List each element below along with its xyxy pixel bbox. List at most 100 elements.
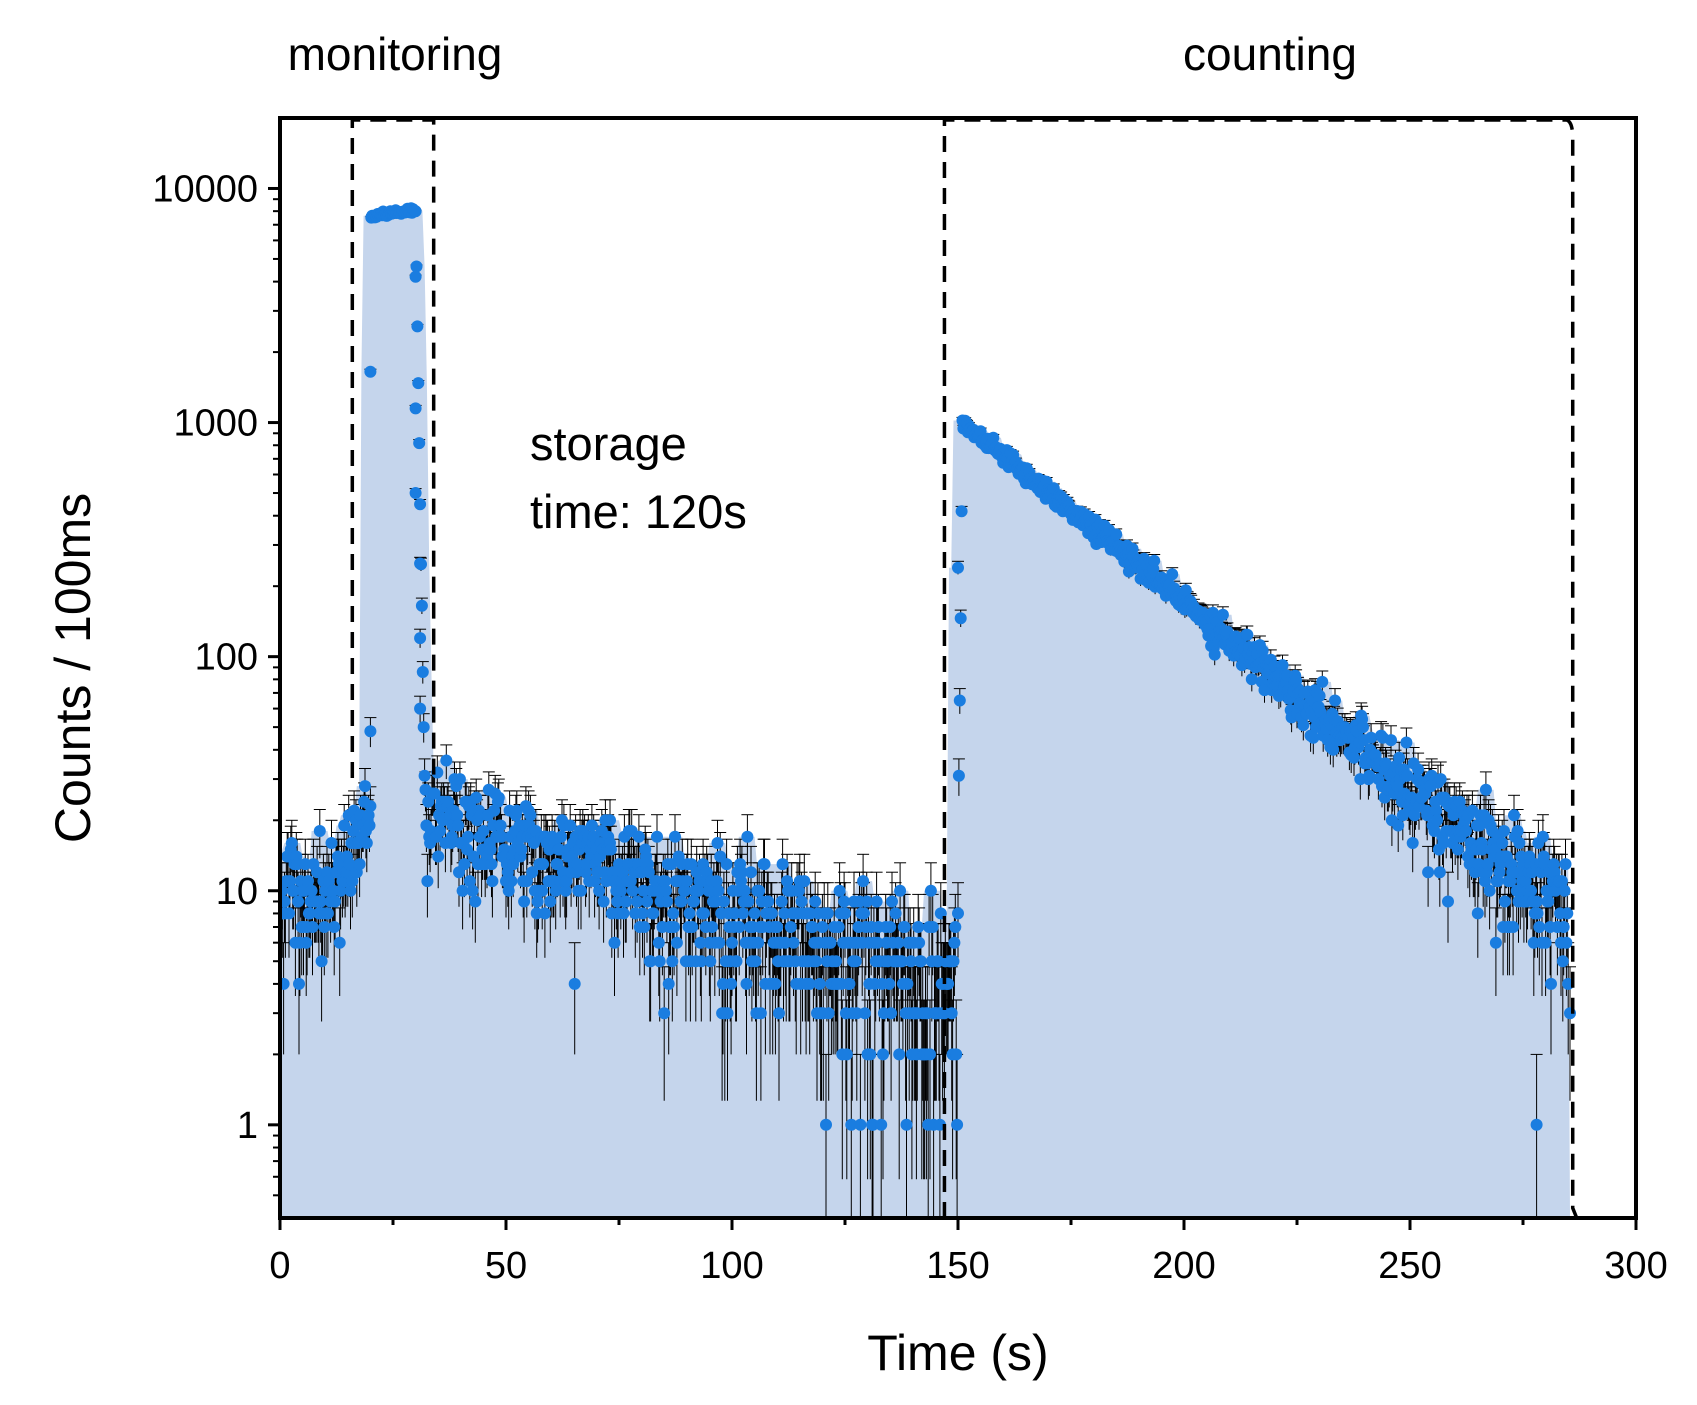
data-point bbox=[1401, 769, 1414, 782]
data-point bbox=[810, 955, 823, 968]
data-point bbox=[712, 884, 725, 897]
data-point bbox=[1473, 819, 1486, 832]
data-point bbox=[1555, 875, 1568, 888]
data-point bbox=[912, 921, 925, 933]
x-tick-label: 150 bbox=[926, 1245, 989, 1287]
data-point bbox=[860, 895, 873, 908]
data-point bbox=[318, 921, 331, 933]
data-point bbox=[477, 825, 490, 837]
data-point bbox=[668, 921, 681, 933]
data-point bbox=[700, 866, 713, 879]
data-point bbox=[597, 895, 610, 908]
fill-area bbox=[280, 208, 1570, 1218]
data-point bbox=[886, 895, 898, 908]
data-point bbox=[864, 1048, 877, 1061]
data-point bbox=[924, 884, 937, 897]
data-point bbox=[688, 895, 700, 908]
data-point bbox=[1406, 837, 1419, 849]
data-point bbox=[492, 791, 505, 804]
data-point bbox=[322, 875, 335, 888]
data-point bbox=[462, 830, 474, 843]
data-point bbox=[364, 365, 377, 378]
histogram-fill bbox=[280, 208, 1570, 1218]
data-point bbox=[510, 804, 523, 817]
data-point bbox=[1556, 955, 1569, 968]
data-point bbox=[698, 907, 710, 920]
data-point bbox=[651, 830, 663, 843]
data-point bbox=[1363, 769, 1376, 782]
data-point bbox=[1559, 858, 1572, 871]
data-point bbox=[857, 875, 870, 888]
data-point bbox=[769, 977, 782, 990]
data-point bbox=[1245, 673, 1258, 686]
data-point bbox=[486, 875, 499, 888]
region-label-counting: counting bbox=[1183, 28, 1357, 80]
data-point bbox=[1431, 814, 1444, 827]
data-point bbox=[1316, 675, 1329, 688]
data-point bbox=[726, 936, 738, 949]
data-point bbox=[748, 907, 761, 920]
data-point bbox=[773, 1007, 785, 1020]
data-point bbox=[896, 955, 908, 968]
data-point bbox=[798, 875, 811, 888]
data-point bbox=[1536, 830, 1549, 843]
data-point bbox=[353, 858, 366, 871]
data-point bbox=[1422, 866, 1435, 879]
data-point bbox=[571, 858, 584, 871]
data-point bbox=[344, 884, 357, 897]
x-tick-label: 200 bbox=[1152, 1245, 1215, 1287]
data-point bbox=[1498, 825, 1510, 837]
data-point bbox=[952, 769, 965, 782]
data-point bbox=[604, 843, 617, 856]
y-axis: 1 10 100 1000 10000 bbox=[152, 168, 280, 1197]
data-point bbox=[784, 921, 797, 933]
x-tick-label: 250 bbox=[1378, 1245, 1441, 1287]
data-point bbox=[321, 907, 334, 920]
data-point bbox=[675, 895, 688, 908]
data-point bbox=[840, 1048, 853, 1061]
data-point bbox=[1530, 895, 1543, 908]
data-point bbox=[453, 773, 466, 786]
data-point bbox=[470, 791, 483, 804]
data-point bbox=[604, 814, 616, 827]
data-point bbox=[413, 437, 426, 450]
data-point bbox=[669, 830, 681, 843]
data-point bbox=[1539, 936, 1552, 949]
data-point bbox=[745, 866, 757, 879]
data-point bbox=[730, 955, 743, 968]
data-point bbox=[636, 907, 649, 920]
data-point bbox=[953, 694, 966, 707]
data-point bbox=[359, 780, 371, 793]
data-point bbox=[544, 895, 557, 908]
data-point bbox=[706, 921, 719, 933]
data-point bbox=[1433, 866, 1446, 879]
data-point bbox=[820, 1118, 832, 1131]
data-point bbox=[507, 858, 520, 871]
data-point bbox=[670, 936, 683, 949]
data-point bbox=[683, 907, 696, 920]
data-point bbox=[1357, 721, 1369, 734]
data-point bbox=[434, 825, 446, 837]
data-point bbox=[1412, 763, 1425, 776]
data-point bbox=[894, 884, 907, 897]
x-axis-label: Time (s) bbox=[867, 1325, 1048, 1381]
data-point bbox=[1110, 528, 1123, 541]
data-point bbox=[484, 843, 497, 856]
data-point bbox=[292, 895, 305, 908]
data-point bbox=[416, 666, 429, 678]
data-point bbox=[883, 977, 896, 990]
data-point bbox=[833, 884, 846, 897]
data-point bbox=[311, 866, 324, 879]
data-point bbox=[809, 895, 822, 908]
data-point bbox=[585, 819, 598, 832]
data-point bbox=[686, 921, 699, 933]
data-point bbox=[709, 895, 722, 908]
data-point bbox=[858, 907, 870, 920]
data-point bbox=[362, 809, 375, 822]
data-point bbox=[720, 858, 733, 871]
data-point bbox=[1430, 804, 1443, 817]
data-point bbox=[410, 260, 423, 273]
data-point bbox=[538, 907, 551, 920]
data-point bbox=[1442, 895, 1454, 908]
